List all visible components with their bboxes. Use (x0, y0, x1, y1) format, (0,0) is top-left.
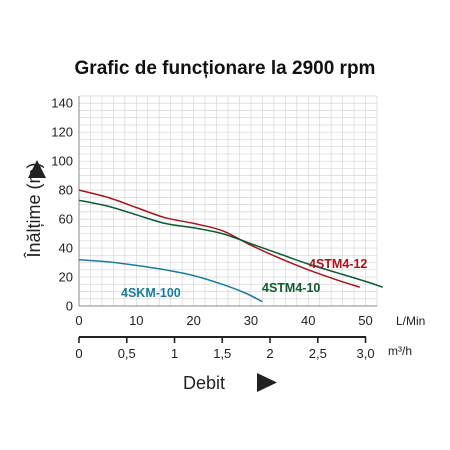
y-axis-label: Înălțime (m) (24, 162, 44, 258)
x-tick-label: 20 (186, 313, 200, 328)
series-line-4stm4-12 (78, 189, 361, 288)
arrow-right-icon (257, 373, 277, 392)
x-axis-label: Debit (183, 373, 225, 393)
x2-tick-labels: 0 0,5 1 1,5 2 2,5 3,0 (75, 336, 375, 361)
series-label-4skm-100: 4SKM-100 (121, 286, 181, 300)
x-unit-primary: L/Min (396, 314, 425, 328)
series-label-4stm4-10: 4STM4-10 (262, 281, 320, 295)
x-tick-label: 50 (358, 313, 372, 328)
x2-tick-label: 1,5 (213, 346, 231, 361)
x2-tick-label: 2 (266, 346, 273, 361)
x-tick-label: 30 (244, 313, 258, 328)
y-tick-label: 20 (59, 270, 73, 285)
y-tick-labels: 0 20 40 60 80 100 120 140 (51, 96, 73, 314)
series-label-4stm4-12: 4STM4-12 (309, 257, 367, 271)
x-tick-labels: 0 10 20 30 40 50 (75, 313, 372, 328)
y-tick-label: 140 (51, 96, 73, 111)
x2-tick-label: 0 (75, 346, 82, 361)
series-line-4skm-100 (78, 258, 263, 303)
x-tick-label: 40 (301, 313, 315, 328)
chart-title: Grafic de funcționare la 2900 rpm (75, 58, 376, 79)
x-unit-secondary: m³/h (388, 344, 412, 358)
y-tick-label: 0 (66, 299, 73, 314)
arrow-up-icon (28, 160, 46, 178)
x-tick-label: 0 (75, 313, 82, 328)
x-tick-label: 10 (129, 313, 143, 328)
y-tick-label: 120 (51, 125, 73, 140)
series-lines (78, 189, 383, 303)
series-line-4stm4-10 (78, 199, 383, 288)
y-tick-label: 60 (59, 212, 73, 227)
chart-grid (78, 95, 378, 307)
x2-tick-label: 3,0 (356, 346, 374, 361)
y-tick-label: 80 (59, 183, 73, 198)
x2-tick-label: 1 (171, 346, 178, 361)
x2-tick-label: 0,5 (118, 346, 136, 361)
x2-tick-label: 2,5 (309, 346, 327, 361)
y-tick-label: 40 (59, 241, 73, 256)
y-tick-label: 100 (51, 154, 73, 169)
